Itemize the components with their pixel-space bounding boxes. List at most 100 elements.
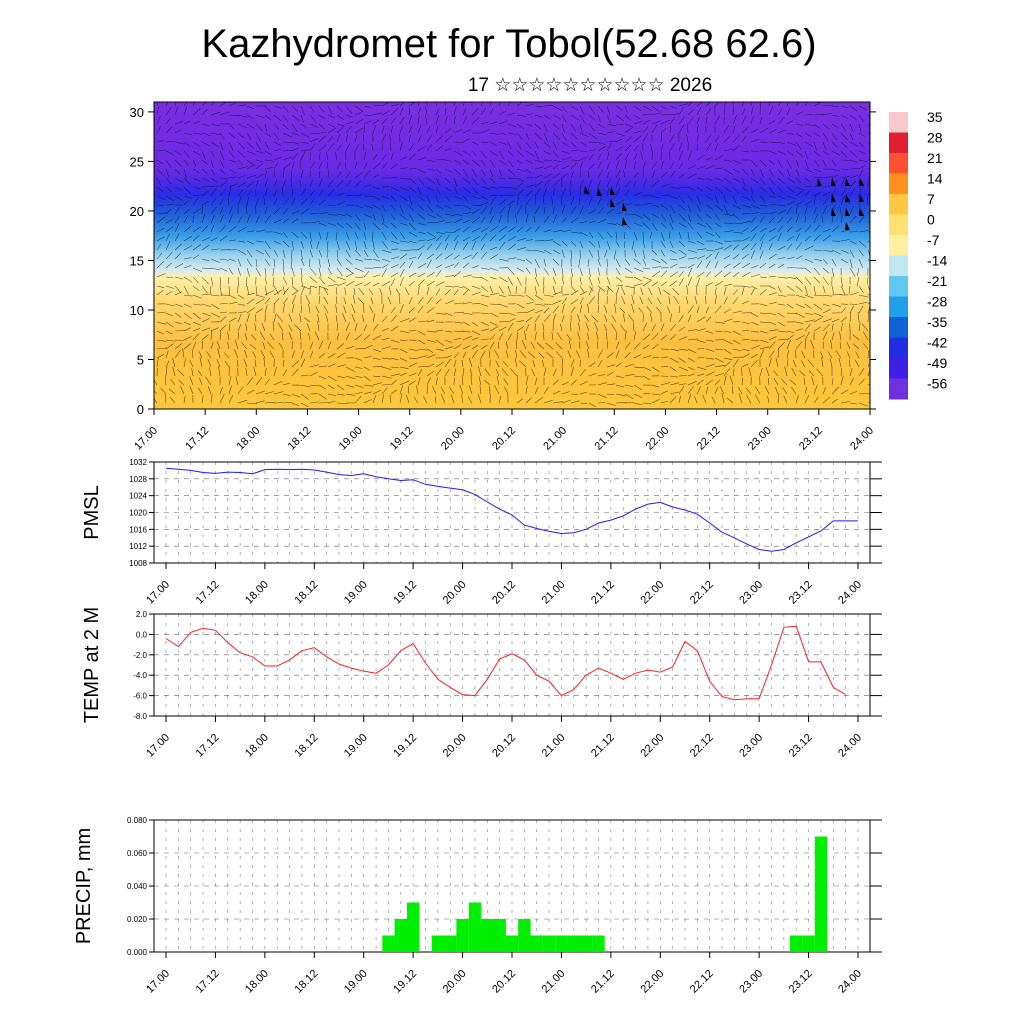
wind-barb <box>174 168 181 175</box>
wind-barb <box>480 276 489 282</box>
wind-barb <box>786 150 794 156</box>
wind-barb <box>291 188 293 197</box>
wind-barb <box>660 240 666 249</box>
wind-barb <box>750 216 756 224</box>
wind-barb <box>705 186 713 192</box>
wind-barb <box>246 150 257 156</box>
wind-barb <box>686 123 689 134</box>
wind-barb <box>444 300 455 305</box>
wind-barb <box>619 307 626 314</box>
y-tick-label: 1024 <box>129 492 147 501</box>
wind-barb <box>494 385 500 395</box>
wind-barb <box>714 348 723 350</box>
wind-barb <box>444 177 451 184</box>
wind-barb <box>831 168 840 172</box>
wind-barb <box>804 189 811 197</box>
wind-barb <box>228 375 232 386</box>
wind-barb <box>351 303 356 314</box>
wind-barb <box>696 166 705 170</box>
wind-barb <box>471 303 481 305</box>
wind-barb <box>254 359 257 368</box>
wind-barb <box>525 141 532 149</box>
wind-barb <box>678 271 684 278</box>
wind-barb <box>336 213 346 217</box>
wind-barb <box>501 368 509 377</box>
wind-barb <box>336 249 339 259</box>
wind-barb <box>479 385 482 395</box>
wind-barb <box>642 161 646 170</box>
wind-barb <box>543 123 548 132</box>
wind-barb <box>234 339 239 350</box>
wind-barb <box>219 150 225 160</box>
wind-barb <box>579 368 586 377</box>
wind-barb <box>309 190 315 197</box>
wind-barb <box>417 157 427 161</box>
wind-flag <box>859 208 864 216</box>
wind-barb <box>426 253 435 260</box>
wind-barb <box>174 303 183 307</box>
wind-barb <box>723 168 733 175</box>
wind-barb <box>515 349 518 359</box>
wind-barb <box>372 104 382 107</box>
wind-barb <box>768 235 777 242</box>
x-tick-label: 18.00 <box>243 732 271 760</box>
wind-barb <box>696 124 699 134</box>
wind-barb <box>381 125 385 134</box>
wind-barb <box>624 267 633 274</box>
wind-barb <box>741 262 751 269</box>
wind-barb <box>597 276 601 284</box>
wind-barb <box>210 215 215 224</box>
wind-barb <box>344 161 347 170</box>
wind-barb <box>300 123 308 129</box>
wind-barb <box>444 231 455 233</box>
wind-barb <box>478 376 482 386</box>
wind-barb <box>237 123 248 129</box>
wind-barb <box>444 221 453 224</box>
wind-barb <box>543 173 552 179</box>
wind-barb <box>804 258 814 263</box>
wind-barb <box>318 249 323 258</box>
wind-barb <box>408 348 419 352</box>
wind-barb <box>309 143 316 152</box>
wind-barb <box>795 177 802 184</box>
wind-barb <box>696 328 706 332</box>
wind-barb <box>408 272 417 278</box>
wind-barb <box>660 160 664 170</box>
wind-barb <box>426 237 437 242</box>
wind-barb <box>381 387 388 395</box>
wind-barb <box>678 395 681 404</box>
wind-barb <box>201 200 209 206</box>
wind-barb <box>192 341 197 350</box>
wind-barb <box>813 285 816 295</box>
wind-barb <box>426 306 435 314</box>
wind-barb <box>611 323 617 332</box>
wind-barb <box>521 339 527 350</box>
wind-barb <box>822 132 829 142</box>
wind-barb <box>651 266 662 269</box>
wind-barb <box>510 368 518 377</box>
wind-barb <box>750 159 758 168</box>
wind-barb <box>696 240 705 246</box>
wind-barb <box>318 170 321 179</box>
wind-barb <box>795 168 800 177</box>
wind-barb <box>714 270 723 278</box>
wind-barb <box>678 315 684 323</box>
wind-barb <box>243 358 248 368</box>
wind-barb <box>484 368 491 377</box>
wind-barb <box>862 331 869 341</box>
x-tick-label: 23.12 <box>787 579 815 607</box>
wind-barb <box>164 394 167 404</box>
wind-barb <box>228 114 239 117</box>
wind-barb <box>426 231 436 238</box>
wind-barb <box>579 205 584 215</box>
wind-barb <box>363 258 372 260</box>
wind-barb <box>597 349 604 359</box>
wind-barb <box>228 206 233 215</box>
wind-barb <box>368 288 374 296</box>
wind-barb <box>273 391 284 395</box>
wind-barb <box>335 314 338 323</box>
wind-barb <box>449 387 455 395</box>
wind-barb <box>543 367 547 377</box>
wind-barb <box>205 376 212 386</box>
wind-barb <box>453 285 464 289</box>
